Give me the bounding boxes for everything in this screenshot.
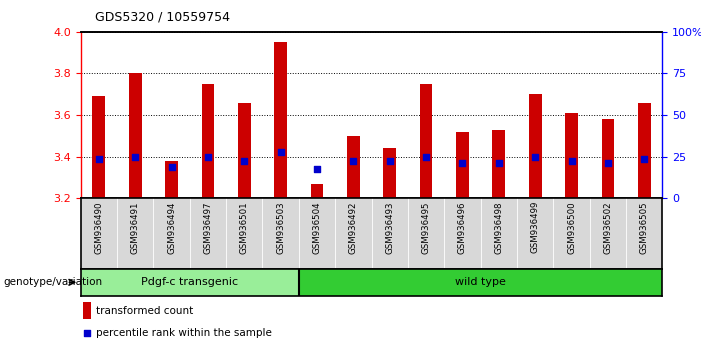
Bar: [492, 130, 505, 198]
Bar: [274, 42, 287, 198]
Bar: [299, 269, 662, 296]
Text: genotype/variation: genotype/variation: [4, 277, 102, 287]
Text: GSM936502: GSM936502: [604, 201, 613, 254]
Point: [602, 160, 613, 166]
Point: [203, 154, 214, 160]
Text: GSM936491: GSM936491: [130, 201, 139, 253]
Point: [566, 158, 577, 164]
Point: [529, 154, 540, 160]
Text: GSM936496: GSM936496: [458, 201, 467, 253]
Text: GSM936495: GSM936495: [421, 201, 430, 253]
Point: [93, 156, 104, 161]
Text: GSM936505: GSM936505: [640, 201, 648, 254]
Bar: [165, 161, 178, 198]
Text: GDS5320 / 10559754: GDS5320 / 10559754: [95, 11, 230, 24]
Text: GSM936504: GSM936504: [313, 201, 322, 254]
Text: wild type: wild type: [455, 277, 506, 287]
Bar: [529, 94, 542, 198]
Bar: [81, 269, 299, 296]
Bar: [456, 132, 469, 198]
Point: [421, 154, 432, 160]
Bar: [93, 96, 105, 198]
Bar: [383, 148, 396, 198]
Point: [311, 166, 322, 172]
Text: Pdgf-c transgenic: Pdgf-c transgenic: [141, 277, 238, 287]
Bar: [638, 103, 651, 198]
Text: GSM936501: GSM936501: [240, 201, 249, 254]
Text: GSM936497: GSM936497: [203, 201, 212, 253]
Text: percentile rank within the sample: percentile rank within the sample: [96, 328, 272, 338]
Text: GSM936493: GSM936493: [386, 201, 394, 253]
Text: GSM936490: GSM936490: [95, 201, 103, 253]
Text: GSM936498: GSM936498: [494, 201, 503, 253]
Bar: [420, 84, 433, 198]
Bar: [347, 136, 360, 198]
Bar: [129, 74, 142, 198]
Point: [494, 160, 505, 166]
Point: [384, 158, 395, 164]
Point: [166, 164, 177, 170]
Text: GSM936499: GSM936499: [531, 201, 540, 253]
Point: [457, 160, 468, 166]
Text: GSM936492: GSM936492: [349, 201, 358, 253]
Bar: [83, 302, 91, 319]
Point: [275, 150, 286, 155]
Text: GSM936494: GSM936494: [167, 201, 176, 253]
Point: [81, 330, 93, 336]
Bar: [238, 103, 251, 198]
Text: GSM936500: GSM936500: [567, 201, 576, 254]
Point: [639, 156, 650, 161]
Text: transformed count: transformed count: [96, 306, 193, 316]
Bar: [201, 84, 215, 198]
Bar: [565, 113, 578, 198]
Bar: [601, 119, 614, 198]
Bar: [311, 184, 323, 198]
Point: [130, 154, 141, 160]
Point: [348, 158, 359, 164]
Text: GSM936503: GSM936503: [276, 201, 285, 254]
Point: [238, 158, 250, 164]
